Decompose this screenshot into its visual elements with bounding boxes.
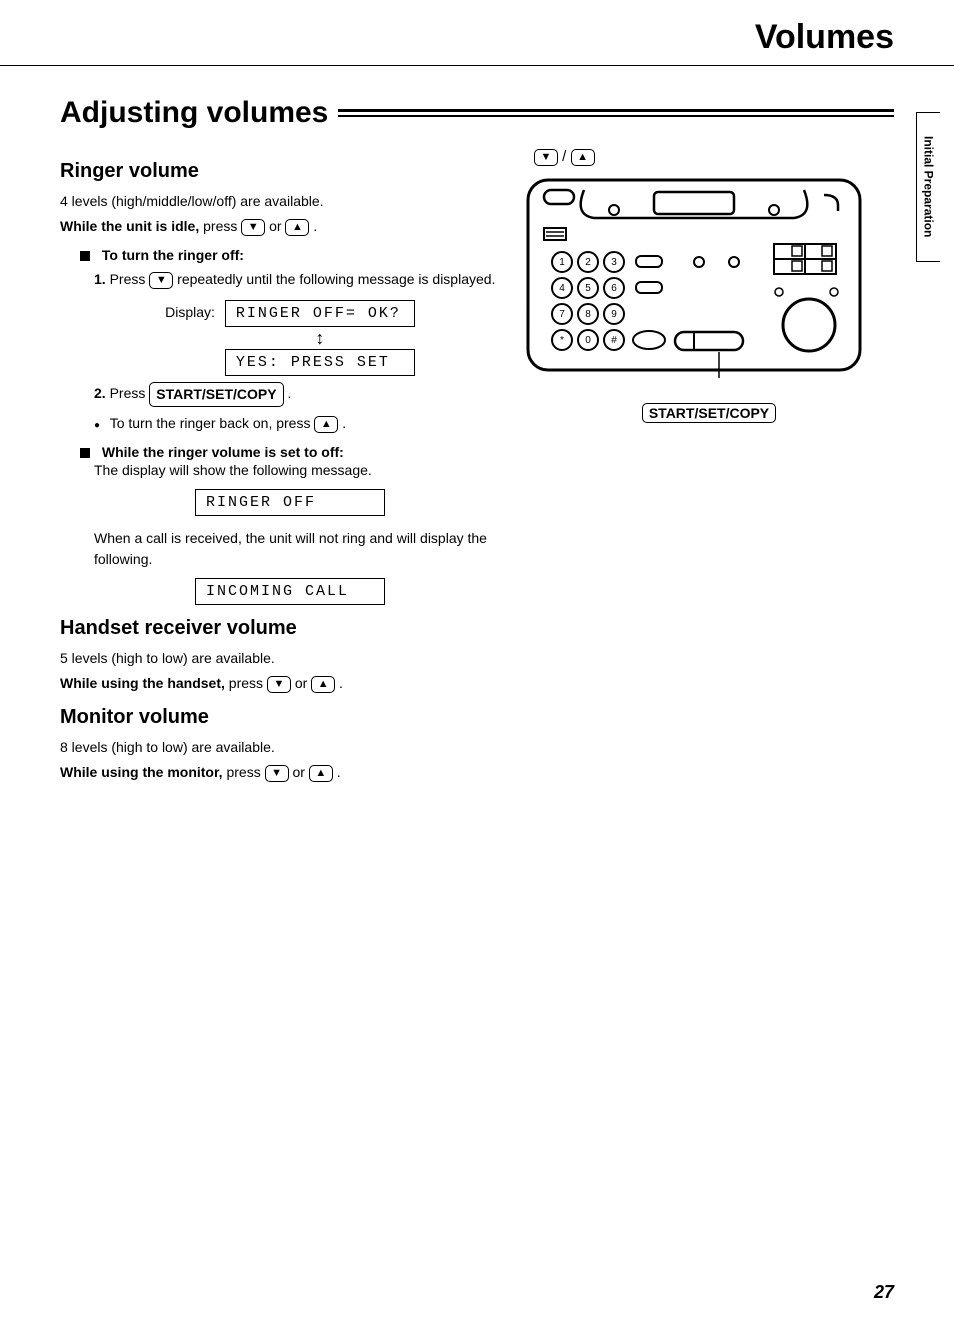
step1-a: Press bbox=[110, 271, 150, 287]
up-arrow-icon: ▲ bbox=[285, 219, 309, 236]
step1-b: repeatedly until the following message i… bbox=[177, 271, 495, 287]
keypad-star: * bbox=[560, 335, 564, 346]
lcd-ringer-off-ok: RINGER OFF= OK? bbox=[225, 300, 415, 327]
step2-a: Press bbox=[110, 385, 150, 401]
display-label: Display: bbox=[165, 304, 215, 320]
back-on-note: To turn the ringer back on, press ▲ . bbox=[94, 413, 500, 434]
keypad-4: 4 bbox=[559, 283, 565, 294]
back-on-end: . bbox=[342, 415, 346, 431]
up-arrow-icon: ▲ bbox=[309, 765, 333, 782]
up-arrow-icon: ▲ bbox=[314, 416, 338, 433]
step2-end: . bbox=[287, 385, 291, 401]
monitor-or: or bbox=[292, 764, 308, 780]
page-title: Adjusting volumes bbox=[60, 96, 328, 130]
monitor-heading: Monitor volume bbox=[60, 706, 500, 729]
arrow-sep: / bbox=[562, 148, 566, 165]
turn-off-block: To turn the ringer off: 1. Press ▼ repea… bbox=[80, 247, 500, 434]
down-arrow-icon: ▼ bbox=[241, 219, 265, 236]
columns: Ringer volume 4 levels (high/middle/low/… bbox=[60, 148, 894, 787]
lcd-wrap-4: INCOMING CALL bbox=[80, 578, 500, 605]
device-illustration: 1 2 3 4 5 6 7 8 9 * 0 # bbox=[524, 170, 864, 393]
step-1: 1. Press ▼ repeatedly until the followin… bbox=[94, 269, 500, 290]
title-row: Adjusting volumes bbox=[60, 96, 894, 130]
ringer-idle-prefix: While the unit is idle, bbox=[60, 218, 199, 234]
page-number: 27 bbox=[874, 1282, 894, 1303]
lcd-ringer-off: RINGER OFF bbox=[195, 489, 385, 516]
updown-arrow-icon: ↕ bbox=[315, 329, 324, 347]
ringer-or: or bbox=[269, 218, 285, 234]
keypad-2: 2 bbox=[585, 257, 591, 268]
device-arrow-label: ▼ / ▲ bbox=[534, 148, 894, 166]
device-caption: START/SET/COPY bbox=[524, 403, 894, 423]
title-rule bbox=[338, 109, 894, 117]
handset-heading: Handset receiver volume bbox=[60, 617, 500, 640]
step-2: 2. Press START/SET/COPY . bbox=[94, 382, 500, 407]
ringer-levels: 4 levels (high/middle/low/off) are avail… bbox=[60, 191, 500, 212]
down-arrow-icon: ▼ bbox=[267, 676, 291, 693]
right-column: ▼ / ▲ bbox=[524, 148, 894, 787]
page-content: Adjusting volumes Ringer volume 4 levels… bbox=[0, 66, 954, 787]
while-off-heading-row: While the ringer volume is set to off: bbox=[80, 444, 500, 460]
up-arrow-icon: ▲ bbox=[311, 676, 335, 693]
monitor-levels: 8 levels (high to low) are available. bbox=[60, 737, 500, 758]
handset-or: or bbox=[295, 675, 311, 691]
ringer-idle: While the unit is idle, press ▼ or ▲ . bbox=[60, 216, 500, 237]
lcd-yes-press-set: YES: PRESS SET bbox=[225, 349, 415, 376]
ringer-period: . bbox=[313, 218, 317, 234]
chapter-title: Volumes bbox=[0, 0, 954, 65]
handset-period: . bbox=[339, 675, 343, 691]
handset-prefix: While using the handset, bbox=[60, 675, 225, 691]
start-set-copy-button-ref: START/SET/COPY bbox=[149, 382, 283, 407]
lcd-stack: RINGER OFF= OK? ↕ YES: PRESS SET bbox=[225, 300, 415, 376]
start-set-copy-caption: START/SET/COPY bbox=[642, 403, 776, 423]
ringer-idle-suffix: press bbox=[203, 218, 241, 234]
lcd-wrap-3: RINGER OFF bbox=[80, 489, 500, 516]
call-text: When a call is received, the unit will n… bbox=[94, 528, 500, 570]
while-off-text: The display will show the following mess… bbox=[94, 460, 500, 481]
monitor-prefix: While using the monitor, bbox=[60, 764, 223, 780]
turn-off-heading-row: To turn the ringer off: bbox=[80, 247, 500, 263]
down-arrow-icon: ▼ bbox=[149, 272, 173, 289]
square-bullet-icon bbox=[80, 251, 90, 261]
left-column: Ringer volume 4 levels (high/middle/low/… bbox=[60, 148, 500, 787]
display-row: Display: RINGER OFF= OK? ↕ YES: PRESS SE… bbox=[80, 300, 500, 376]
square-bullet-icon bbox=[80, 448, 90, 458]
up-arrow-icon: ▲ bbox=[571, 149, 595, 166]
monitor-using: While using the monitor, press ▼ or ▲ . bbox=[60, 762, 500, 783]
turn-off-heading: To turn the ringer off: bbox=[102, 247, 244, 263]
keypad-hash: # bbox=[611, 335, 617, 346]
keypad-9: 9 bbox=[611, 309, 617, 320]
fax-machine-icon: 1 2 3 4 5 6 7 8 9 * 0 # bbox=[524, 170, 864, 390]
monitor-suffix: press bbox=[226, 764, 264, 780]
keypad-8: 8 bbox=[585, 309, 591, 320]
monitor-period: . bbox=[337, 764, 341, 780]
handset-using: While using the handset, press ▼ or ▲ . bbox=[60, 673, 500, 694]
ringer-heading: Ringer volume bbox=[60, 160, 500, 183]
lcd-incoming-call: INCOMING CALL bbox=[195, 578, 385, 605]
while-off-block: While the ringer volume is set to off: T… bbox=[80, 444, 500, 605]
step1-num: 1. bbox=[94, 271, 106, 287]
down-arrow-icon: ▼ bbox=[534, 149, 558, 166]
keypad-5: 5 bbox=[585, 283, 591, 294]
handset-levels: 5 levels (high to low) are available. bbox=[60, 648, 500, 669]
back-on-a: To turn the ringer back on, press bbox=[110, 415, 315, 431]
keypad-3: 3 bbox=[611, 257, 617, 268]
down-arrow-icon: ▼ bbox=[265, 765, 289, 782]
keypad-1: 1 bbox=[559, 257, 565, 268]
step2-num: 2. bbox=[94, 385, 106, 401]
keypad-6: 6 bbox=[611, 283, 617, 294]
while-off-heading: While the ringer volume is set to off: bbox=[102, 444, 344, 460]
handset-suffix: press bbox=[229, 675, 267, 691]
keypad-7: 7 bbox=[559, 309, 565, 320]
keypad-0: 0 bbox=[585, 335, 591, 346]
